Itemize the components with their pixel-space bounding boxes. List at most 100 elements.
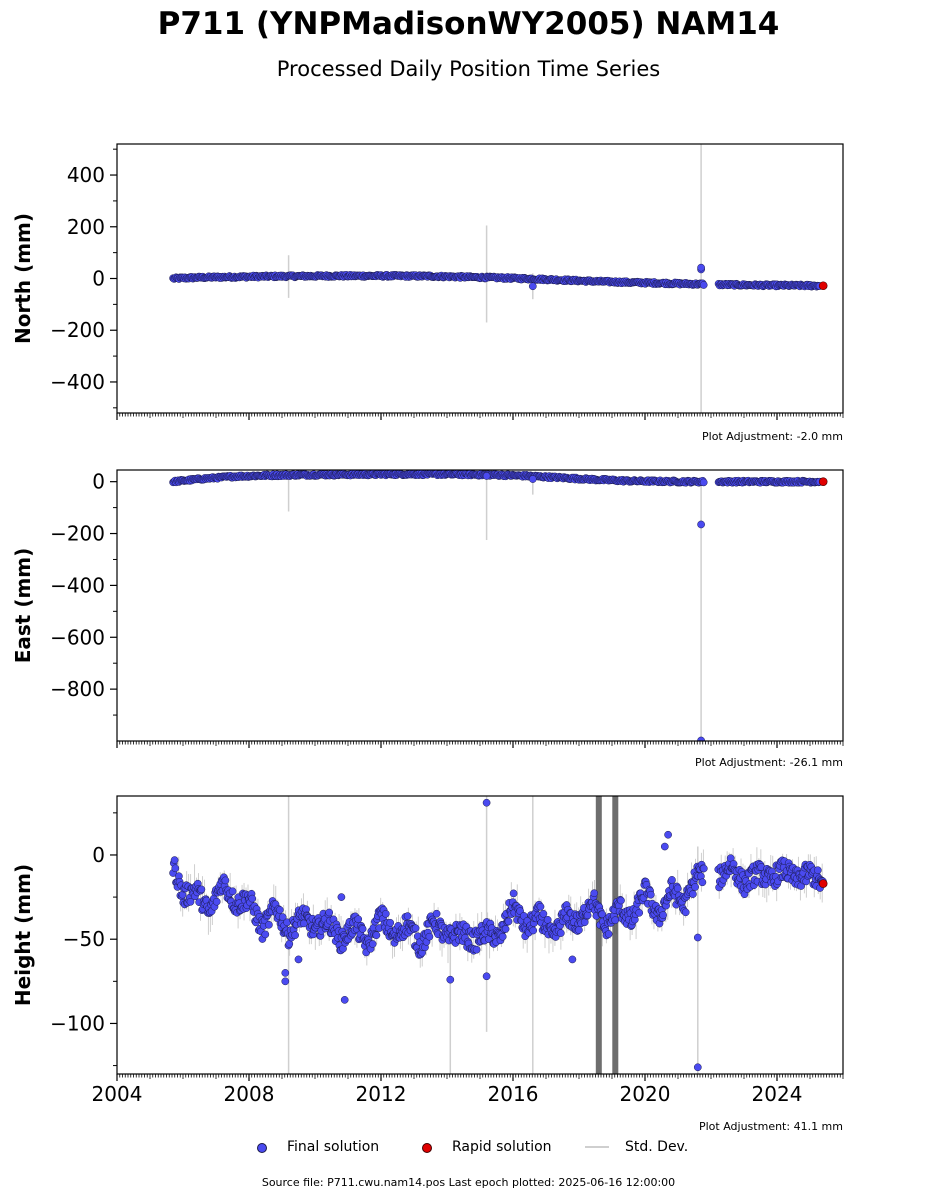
outlier-point [660,842,669,851]
rapid-solution-point [818,477,828,486]
data-point [358,925,367,933]
outlier-point [482,972,491,981]
panel-east: 0 −200 −400 −600 −800 East (mm) Plot Adjustmen… [11,469,844,769]
outlier-point [281,969,290,977]
data-point [248,894,257,903]
data-point [372,931,381,940]
outlier-point [294,955,303,964]
data-point [472,945,481,954]
outlier-point [528,282,537,291]
data-point [261,930,270,939]
legend: Final solution Rapid solution Std. Dev. [0,1137,937,1157]
outlier-point [482,472,491,480]
rapid-solution-point [818,879,828,888]
x-tick-label: 2016 [488,1082,539,1106]
x-tick-label: 2020 [620,1082,671,1106]
chart-subtitle: Processed Daily Position Time Series [276,57,661,81]
data-point [504,917,513,926]
data-point [590,889,599,898]
plot-adjustment-label: Plot Adjustment: -26.1 mm [695,756,843,769]
y-tick-label: −200 [50,522,105,546]
y-axis-label: Height (mm) [11,864,35,1006]
data-point [291,931,299,940]
plot-area [169,144,828,413]
data-point [604,930,613,938]
data-point [681,908,690,917]
std-dev-dark-spike [612,796,619,1074]
source-footer: Source file: P711.cwu.nam14.pos Last epo… [261,1176,676,1189]
outlier-point [528,475,537,483]
data-point [221,876,230,885]
final-solution-points [169,470,824,487]
data-point [186,897,195,906]
data-point [171,864,180,873]
data-point [212,897,221,906]
data-point [699,864,708,873]
rapid-solution-point [818,281,828,291]
y-tick-label: 0 [92,843,105,867]
data-point [617,896,625,905]
x-tick-label: 2012 [356,1082,407,1106]
x-tick-label: 2024 [752,1082,803,1106]
outlier-point [482,798,491,807]
y-axis-label: North (mm) [11,213,35,344]
data-point [170,856,179,864]
panel-frame [116,469,844,742]
outlier-point [337,893,346,901]
y-tick-label: 0 [92,267,105,291]
y-tick-label: −600 [50,625,105,649]
final-solution-marker-icon [257,1143,267,1153]
plot-adjustment-label: Plot Adjustment: 41.1 mm [699,1120,843,1133]
data-point [699,281,708,289]
data-point [354,915,363,924]
data-point [699,478,708,487]
data-point [509,889,518,898]
data-point [539,909,548,918]
chart-title: P711 (YNPMadisonWY2005) NAM14 [157,6,780,42]
x-tick-label: 2008 [224,1082,275,1106]
data-point [583,911,592,920]
data-point [691,883,699,891]
time-series-chart: 400 200 0 −200 −400 North (mm) Plot Adjustment… [11,143,844,1133]
data-point [673,884,682,893]
y-tick-label: −100 [50,1011,105,1035]
data-point [575,926,583,934]
panel-height: 0 −50 −100 2004 2008 2012 2016 2020 2024 Height (… [11,795,844,1133]
outlier-point [664,830,672,839]
data-point [425,932,434,941]
data-point [325,908,334,917]
data-point [646,890,655,899]
outlier-point [693,1063,702,1072]
data-point [265,920,273,929]
x-tick-label: 2004 [92,1082,143,1106]
rapid-solution-marker-icon [422,1143,432,1153]
data-point [197,885,206,894]
y-tick-label: 200 [67,215,105,239]
data-point [381,909,390,918]
legend-label-rapid: Rapid solution [452,1139,552,1155]
y-tick-label: −400 [50,370,105,394]
data-point [689,890,697,898]
data-point [556,929,565,937]
data-point [501,925,510,933]
std-dev-dark-spike [595,796,602,1074]
plot-area [169,470,828,741]
legend-label-final: Final solution [287,1139,380,1155]
y-tick-label: −800 [50,677,105,701]
data-point [813,866,822,875]
plot-area [169,796,828,1074]
y-tick-label: −400 [50,573,105,597]
data-point [611,916,620,925]
outlier-point [568,955,577,964]
data-point [278,913,287,921]
data-point [411,924,420,933]
y-tick-label: −200 [50,318,105,342]
std-dev-line-icon [585,1146,609,1148]
data-point [403,912,412,920]
final-solution-points [169,271,824,291]
data-point [498,932,507,941]
outlier-point [697,520,705,529]
outlier-point [281,977,290,986]
outlier-point [446,975,455,984]
data-point [368,940,377,948]
